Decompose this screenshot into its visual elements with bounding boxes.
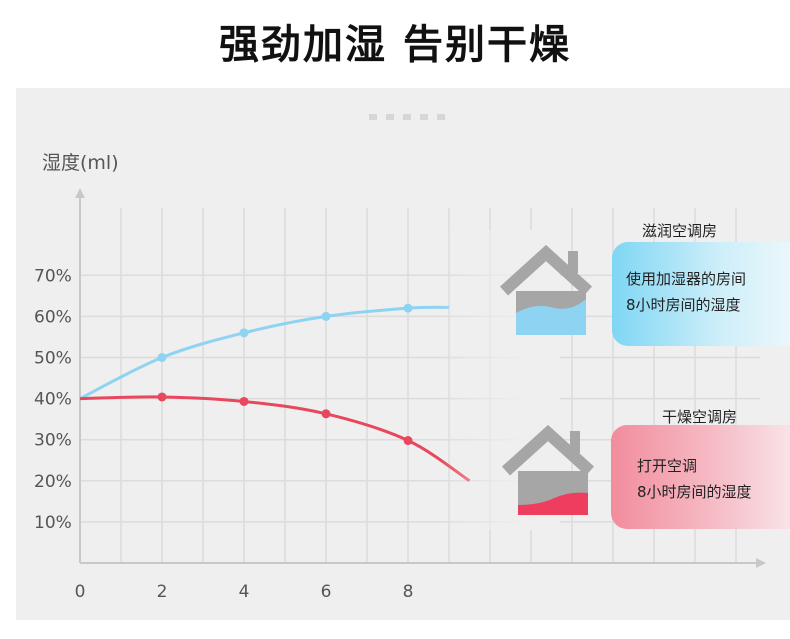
y-tick-label: 50% — [34, 349, 72, 369]
x-tick-label: 0 — [75, 582, 86, 602]
x-tick-label: 4 — [239, 582, 250, 602]
y-tick-label: 20% — [34, 472, 72, 492]
legend-moist-line1: 使用加湿器的房间 — [626, 270, 747, 288]
data-point — [403, 303, 413, 313]
chart-panel — [16, 88, 790, 620]
chart-axes — [75, 188, 766, 568]
legend-dry-line1: 打开空调 — [637, 457, 698, 475]
data-point — [403, 436, 413, 446]
chart-ticks: 10% 20% 30% 40% 50% 60% 70% 0 2 4 6 8 — [34, 266, 413, 602]
data-point — [157, 353, 167, 362]
data-point — [321, 409, 331, 419]
house-icon — [502, 425, 595, 515]
chart-series — [79, 303, 471, 483]
carousel-dot[interactable] — [403, 114, 411, 120]
data-point — [239, 328, 249, 338]
y-tick-label: 40% — [34, 390, 72, 410]
carousel-dots[interactable] — [369, 114, 445, 120]
legend-moist-title: 滋润空调房 — [642, 222, 718, 240]
x-tick-label: 6 — [321, 582, 332, 602]
series-line-moist — [79, 305, 450, 400]
y-tick-label: 10% — [34, 513, 72, 533]
carousel-dot[interactable] — [369, 114, 377, 120]
x-axis-arrow — [756, 558, 766, 568]
page-title: 强劲加湿 告别干燥 — [219, 22, 571, 68]
legend-dry-title: 干燥空调房 — [662, 408, 738, 426]
carousel-dot[interactable] — [386, 114, 394, 120]
y-tick-label: 60% — [34, 307, 72, 327]
carousel-dot[interactable] — [437, 114, 445, 120]
legend-dry-card: 打开空调 8小时房间的湿度 — [611, 425, 790, 529]
legend-moist-card: 使用加湿器的房间 8小时房间的湿度 — [612, 242, 790, 346]
legend-dry-line2: 8小时房间的湿度 — [637, 483, 752, 501]
x-tick-label: 8 — [403, 582, 414, 602]
data-point — [157, 392, 167, 402]
y-tick-label: 70% — [34, 266, 72, 286]
x-tick-label: 2 — [157, 582, 168, 602]
house-icon — [500, 245, 593, 335]
data-point — [321, 311, 331, 321]
y-axis-label: 湿度(ml) — [42, 152, 119, 174]
y-axis-arrow — [75, 188, 85, 198]
y-tick-label: 30% — [34, 431, 72, 451]
carousel-dot[interactable] — [420, 114, 428, 120]
data-point — [239, 396, 249, 406]
legend-moist-line2: 8小时房间的湿度 — [626, 296, 741, 314]
